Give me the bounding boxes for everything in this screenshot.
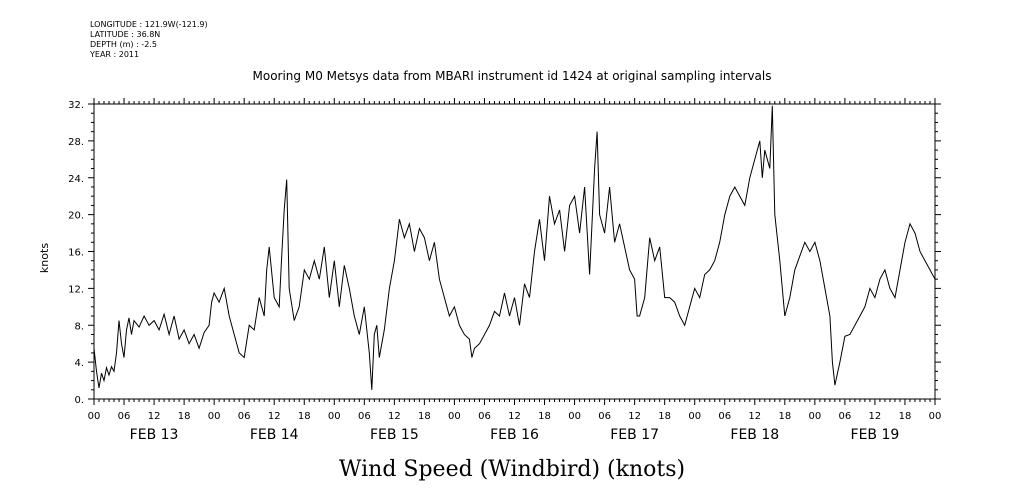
x-day-label: FEB 13 xyxy=(130,427,179,443)
y-tick-label: 8. xyxy=(74,321,84,332)
x-tick-label: 18 xyxy=(658,411,671,422)
wind-speed-series-line xyxy=(93,105,936,390)
x-axis-label: Wind Speed (Windbird) (knots) xyxy=(339,457,685,482)
x-tick-label: 00 xyxy=(448,411,461,422)
year-text: YEAR : 2011 xyxy=(90,50,140,59)
x-tick-label: 12 xyxy=(748,411,761,422)
x-tick-label: 00 xyxy=(568,411,581,422)
x-tick-label: 00 xyxy=(688,411,701,422)
x-tick-label: 12 xyxy=(388,411,401,422)
x-tick-label: 18 xyxy=(778,411,791,422)
chart-title: Mooring M0 Metsys data from MBARI instru… xyxy=(253,69,772,83)
x-day-label: FEB 19 xyxy=(851,427,900,443)
plot-frame xyxy=(93,103,936,400)
x-tick-label: 00 xyxy=(929,411,942,422)
x-tick-labels: 00 06 12 18 00 06 12 18 00 06 12 18 00 06 12 18 00 06 12 18… xyxy=(88,411,942,422)
y-tick-labels: 0. 4. 8. 12. 16. 20. 24. 28. 32. xyxy=(68,100,84,406)
x-tick-label: 12 xyxy=(628,411,641,422)
x-tick-label: 00 xyxy=(208,411,221,422)
longitude-text: LONGITUDE : 121.9W(-121.9) xyxy=(90,20,208,29)
x-tick-label: 00 xyxy=(88,411,101,422)
x-tick-label: 12 xyxy=(508,411,521,422)
x-tick-label: 12 xyxy=(148,411,161,422)
x-tick-label: 06 xyxy=(478,411,491,422)
x-tick-label: 06 xyxy=(358,411,371,422)
x-day-label: FEB 15 xyxy=(370,427,419,443)
y-axis-label: knots xyxy=(38,243,51,273)
x-day-labels: FEB 13 FEB 14 FEB 15 FEB 16 FEB 17 FEB 18 FEB … xyxy=(130,427,900,443)
x-tick-label: 00 xyxy=(808,411,821,422)
y-tick-label: 0. xyxy=(74,395,84,406)
x-tick-label: 18 xyxy=(418,411,431,422)
x-day-label: FEB 14 xyxy=(250,427,299,443)
y-tick-label: 32. xyxy=(68,100,84,111)
latitude-text: LATITUDE : 36.8N xyxy=(90,30,161,39)
x-tick-label: 18 xyxy=(899,411,912,422)
x-tick-label: 12 xyxy=(268,411,281,422)
x-tick-label: 06 xyxy=(238,411,251,422)
y-tick-label: 16. xyxy=(68,248,84,259)
y-tick-label: 20. xyxy=(68,211,84,222)
axis-ticks xyxy=(88,98,941,405)
dataset-metadata: LONGITUDE : 121.9W(-121.9) LATITUDE : 36… xyxy=(90,20,208,60)
x-tick-label: 06 xyxy=(839,411,852,422)
depth-text: DEPTH (m) : -2.5 xyxy=(90,40,157,49)
y-tick-label: 24. xyxy=(68,174,84,185)
x-day-label: FEB 17 xyxy=(610,427,659,443)
y-tick-label: 12. xyxy=(68,284,84,295)
x-day-label: FEB 18 xyxy=(730,427,779,443)
y-tick-label: 28. xyxy=(68,137,84,148)
x-tick-label: 18 xyxy=(298,411,311,422)
x-tick-label: 12 xyxy=(869,411,882,422)
x-tick-label: 06 xyxy=(118,411,131,422)
x-tick-label: 06 xyxy=(598,411,611,422)
y-tick-label: 4. xyxy=(74,358,84,369)
x-tick-label: 18 xyxy=(538,411,551,422)
x-tick-label: 00 xyxy=(328,411,341,422)
x-tick-label: 18 xyxy=(178,411,191,422)
x-day-label: FEB 16 xyxy=(490,427,539,443)
x-tick-label: 06 xyxy=(718,411,731,422)
